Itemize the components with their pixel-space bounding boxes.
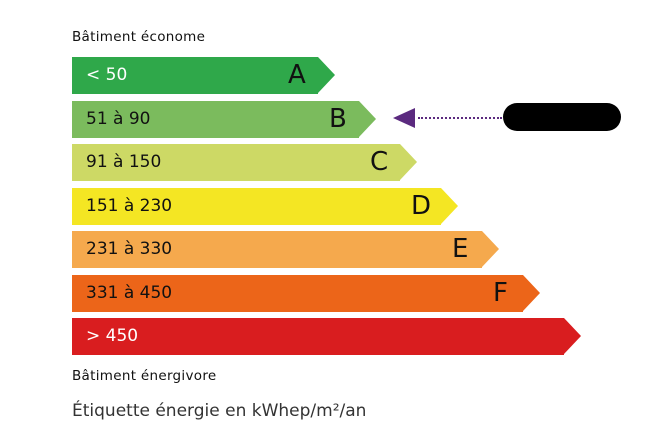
class-range: 91 à 150 [86,152,162,172]
energy-class-g: > 450 [72,318,581,355]
bar-body [72,100,359,138]
energy-class-a: < 50 A [72,57,335,94]
class-letter: C [370,147,389,177]
bar-body [72,144,400,181]
bar-body [72,318,564,355]
class-range: > 450 [86,326,139,346]
bar-body [72,231,482,268]
class-range: < 50 [86,65,128,85]
bar-body [72,274,523,312]
class-letter: F [493,277,508,308]
indicator-arrow-icon [393,108,415,128]
bar-tip [523,274,540,311]
bar-tip [564,318,581,354]
class-range: 151 à 230 [86,195,173,216]
class-range: 331 à 450 [86,282,173,303]
energy-class-e: 231 à 330 E [72,231,499,268]
bar-tip [441,187,458,224]
bottom-label: Bâtiment énergivore [72,368,217,384]
energy-class-f: 331 à 450 F [72,274,540,312]
top-label: Bâtiment économe [72,29,206,45]
bar-body [72,57,318,94]
bar-tip [318,57,335,93]
bar-tip [359,100,376,137]
unit-label: Étiquette énergie en kWhep/m²/an [72,401,367,421]
bar-tip [482,231,499,267]
class-letter: A [288,60,306,90]
class-range: 51 à 90 [86,108,151,129]
class-range: 231 à 330 [86,239,173,259]
bar-tip [400,144,417,180]
class-letter: B [329,103,347,134]
energy-class-b: 51 à 90 B [72,100,376,138]
class-letter: E [452,234,469,264]
class-letter: D [411,190,432,221]
energy-class-c: 91 à 150 C [72,144,417,181]
energy-class-d: 151 à 230 D [72,187,458,225]
redacted-value [503,103,621,131]
bar-body [72,187,441,225]
indicator-dotted-line [418,117,502,119]
